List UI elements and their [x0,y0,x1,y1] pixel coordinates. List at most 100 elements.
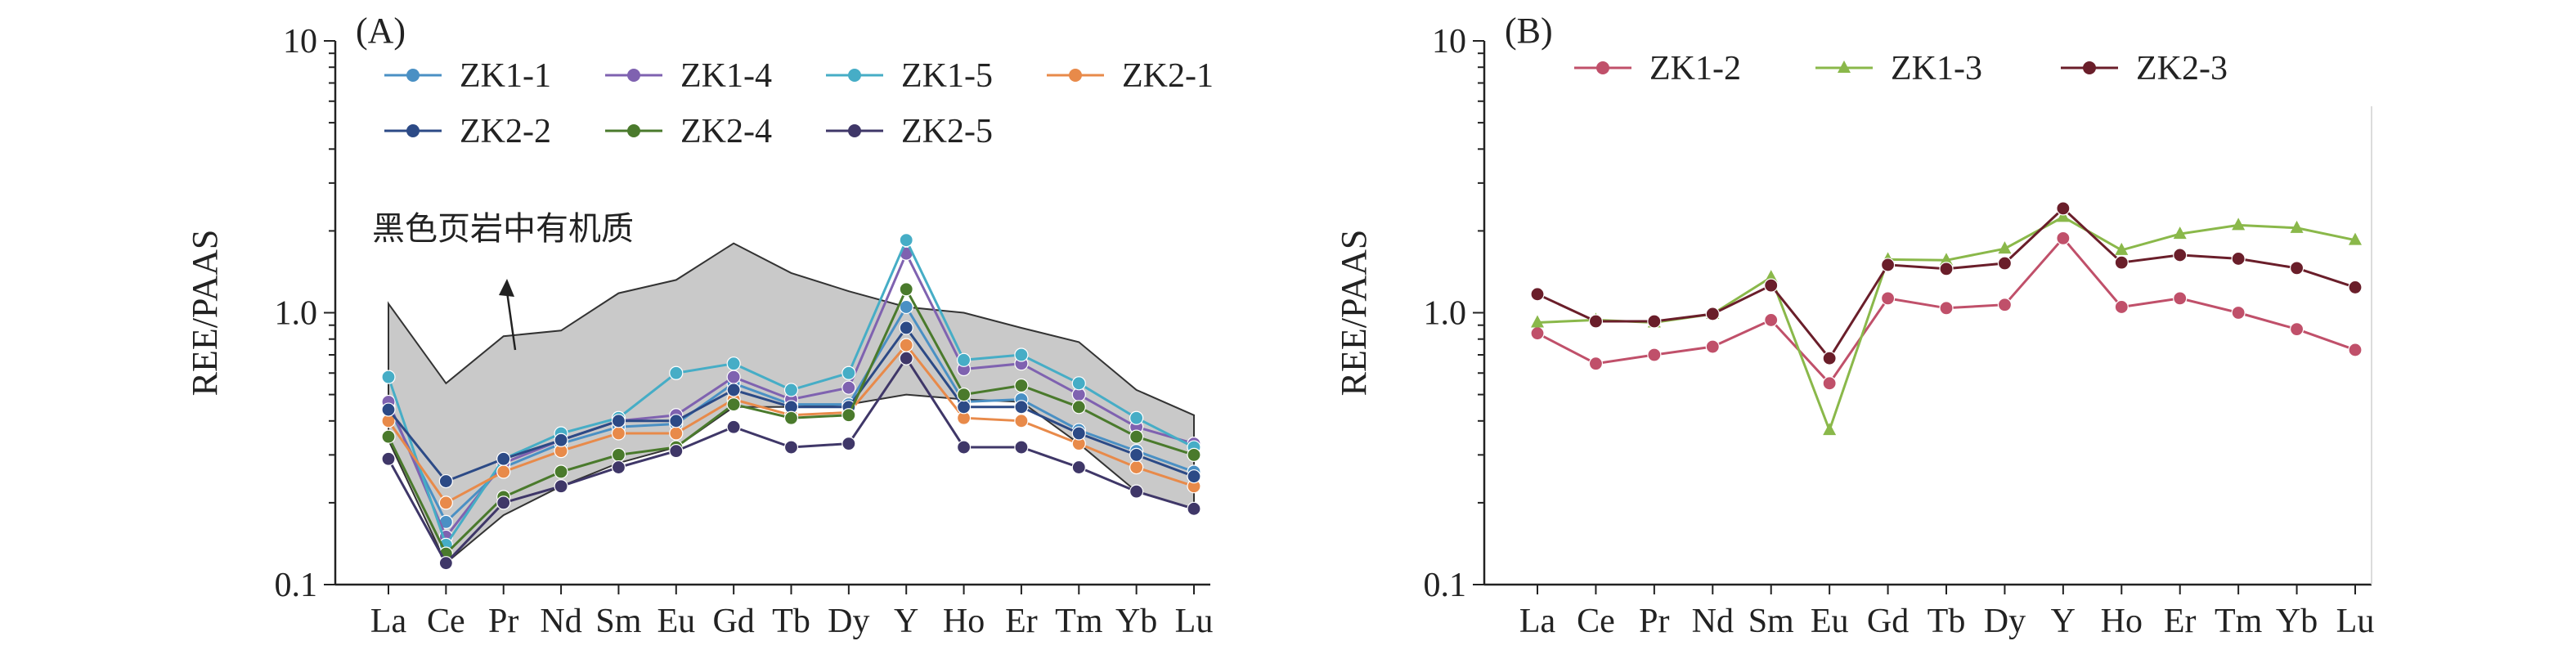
data-point-ZK2-5 [438,556,453,571]
data-point-ZK1-3 [2232,217,2246,231]
data-point-ZK1-3 [1764,270,1778,283]
legend-marker-ZK1-3 [1838,61,1851,73]
data-point-ZK1-2 [1530,326,1545,341]
data-point-ZK2-5 [554,479,568,494]
x-tick-label: Y [894,603,918,640]
x-tick-label: La [1519,603,1556,640]
x-tick-label: Yb [1115,603,1157,640]
data-point-ZK1-3 [1531,315,1544,328]
data-point-ZK2-4 [1071,400,1086,415]
x-tick-label: Eu [657,603,695,640]
data-point-ZK2-4 [726,397,741,412]
panel-a: 黑色页岩中有机质 0.1 1.0 10 La Ce Pr Nd Sm Eu Gd Tb Dy Y Ho Er T… [185,11,1214,640]
data-point-ZK2-4 [956,387,972,402]
data-point-ZK1-1 [899,299,913,315]
data-point-ZK2-2 [669,414,684,428]
legend-label-ZK1-5: ZK1-5 [901,57,993,95]
legend-label-ZK2-5: ZK2-5 [901,113,993,150]
legend-marker-ZK2-4 [627,124,640,137]
x-tick-label: Ce [427,603,465,640]
data-point-ZK2-3 [1764,278,1779,293]
data-point-ZK2-2 [438,473,453,489]
data-point-ZK1-2 [1764,312,1779,328]
data-point-ZK2-2 [1129,447,1144,462]
x-tick-label: Gd [1867,603,1909,640]
data-point-ZK1-2 [1647,347,1662,362]
data-point-ZK2-4 [554,464,568,479]
band-label: 黑色页岩中有机质 [372,210,634,247]
data-point-ZK1-2 [2231,305,2246,321]
x-tick-label: Ho [2101,603,2143,640]
data-point-ZK1-5 [899,233,913,248]
data-point-ZK2-3 [1880,258,1896,272]
data-point-ZK2-4 [1187,447,1201,462]
data-point-ZK2-1 [1129,459,1144,475]
legend-marker-ZK2-2 [406,124,420,137]
y-tick-label: 10 [1432,23,1466,61]
data-point-ZK1-2 [1880,291,1896,306]
data-point-ZK2-2 [956,400,972,415]
data-point-ZK2-5 [1187,501,1201,516]
data-point-ZK2-4 [1014,378,1029,393]
data-point-ZK1-3 [2349,232,2362,245]
data-point-ZK1-5 [1129,410,1144,425]
data-point-ZK2-2 [1071,426,1086,441]
data-point-ZK1-2 [2289,322,2304,337]
x-tick-label: Y [2051,603,2076,640]
data-point-ZK2-2 [1014,400,1029,415]
data-point-ZK2-5 [726,419,741,434]
data-point-ZK1-3 [2056,209,2070,222]
data-point-ZK1-5 [381,370,396,384]
data-point-ZK2-4 [1129,429,1144,444]
data-point-ZK1-5 [726,356,741,371]
data-point-ZK1-5 [783,383,799,397]
data-point-ZK2-5 [496,495,511,510]
legend-label-ZK1-4: ZK1-4 [680,57,772,95]
x-tick-label: Lu [2336,603,2375,640]
data-point-ZK2-1 [496,464,511,479]
data-point-ZK2-2 [611,414,626,428]
data-point-ZK2-5 [956,440,972,455]
x-tick-label: La [370,603,407,640]
data-point-ZK2-3 [1647,314,1662,329]
data-point-ZK1-2 [2114,299,2129,315]
data-point-ZK2-2 [381,402,396,417]
y-tick-label: 0.1 [275,567,318,604]
legend-label-ZK2-2: ZK2-2 [460,113,551,150]
data-point-ZK2-3 [2173,248,2188,262]
band-arrow-head [499,279,514,297]
x-tick-label: Dy [1984,603,2026,640]
data-point-ZK2-4 [783,410,799,425]
data-point-ZK2-4 [841,408,856,423]
x-tick-label: Er [2164,603,2197,640]
data-point-ZK2-2 [899,321,913,335]
data-point-ZK2-5 [1014,440,1029,455]
data-point-ZK2-3 [2348,280,2363,295]
data-point-ZK2-3 [1822,351,1837,365]
legend-marker-ZK1-2 [1596,61,1609,74]
x-tick-label: Tm [1055,603,1103,640]
x-tick-label: Er [1005,603,1038,640]
data-point-ZK2-3 [2056,201,2071,216]
data-point-ZK1-3 [2173,226,2187,240]
legend-marker-ZK2-3 [2083,61,2096,74]
data-point-ZK1-2 [1997,298,2013,312]
data-point-ZK2-3 [1588,314,1604,329]
data-point-ZK1-3 [2290,220,2304,233]
data-point-ZK1-2 [1588,356,1604,371]
y-axis-label: REE/PAAS [1334,230,1374,397]
legend-marker-ZK2-5 [848,124,861,137]
x-tick-label: Tb [1928,603,1966,640]
legend-label-ZK2-1: ZK2-1 [1122,57,1214,95]
data-point-ZK1-3 [1940,253,1953,266]
legend-marker-ZK2-1 [1069,69,1082,82]
legend-label-ZK1-1: ZK1-1 [460,57,551,95]
y-axis-label: REE/PAAS [185,230,225,397]
data-point-ZK2-3 [2114,255,2129,270]
data-point-ZK2-4 [899,282,913,297]
data-point-ZK2-5 [1129,484,1144,499]
data-point-ZK1-2 [2173,291,2188,306]
data-point-ZK2-5 [381,451,396,466]
legend-marker-ZK1-1 [406,69,420,82]
x-tick-label: Sm [595,603,641,640]
